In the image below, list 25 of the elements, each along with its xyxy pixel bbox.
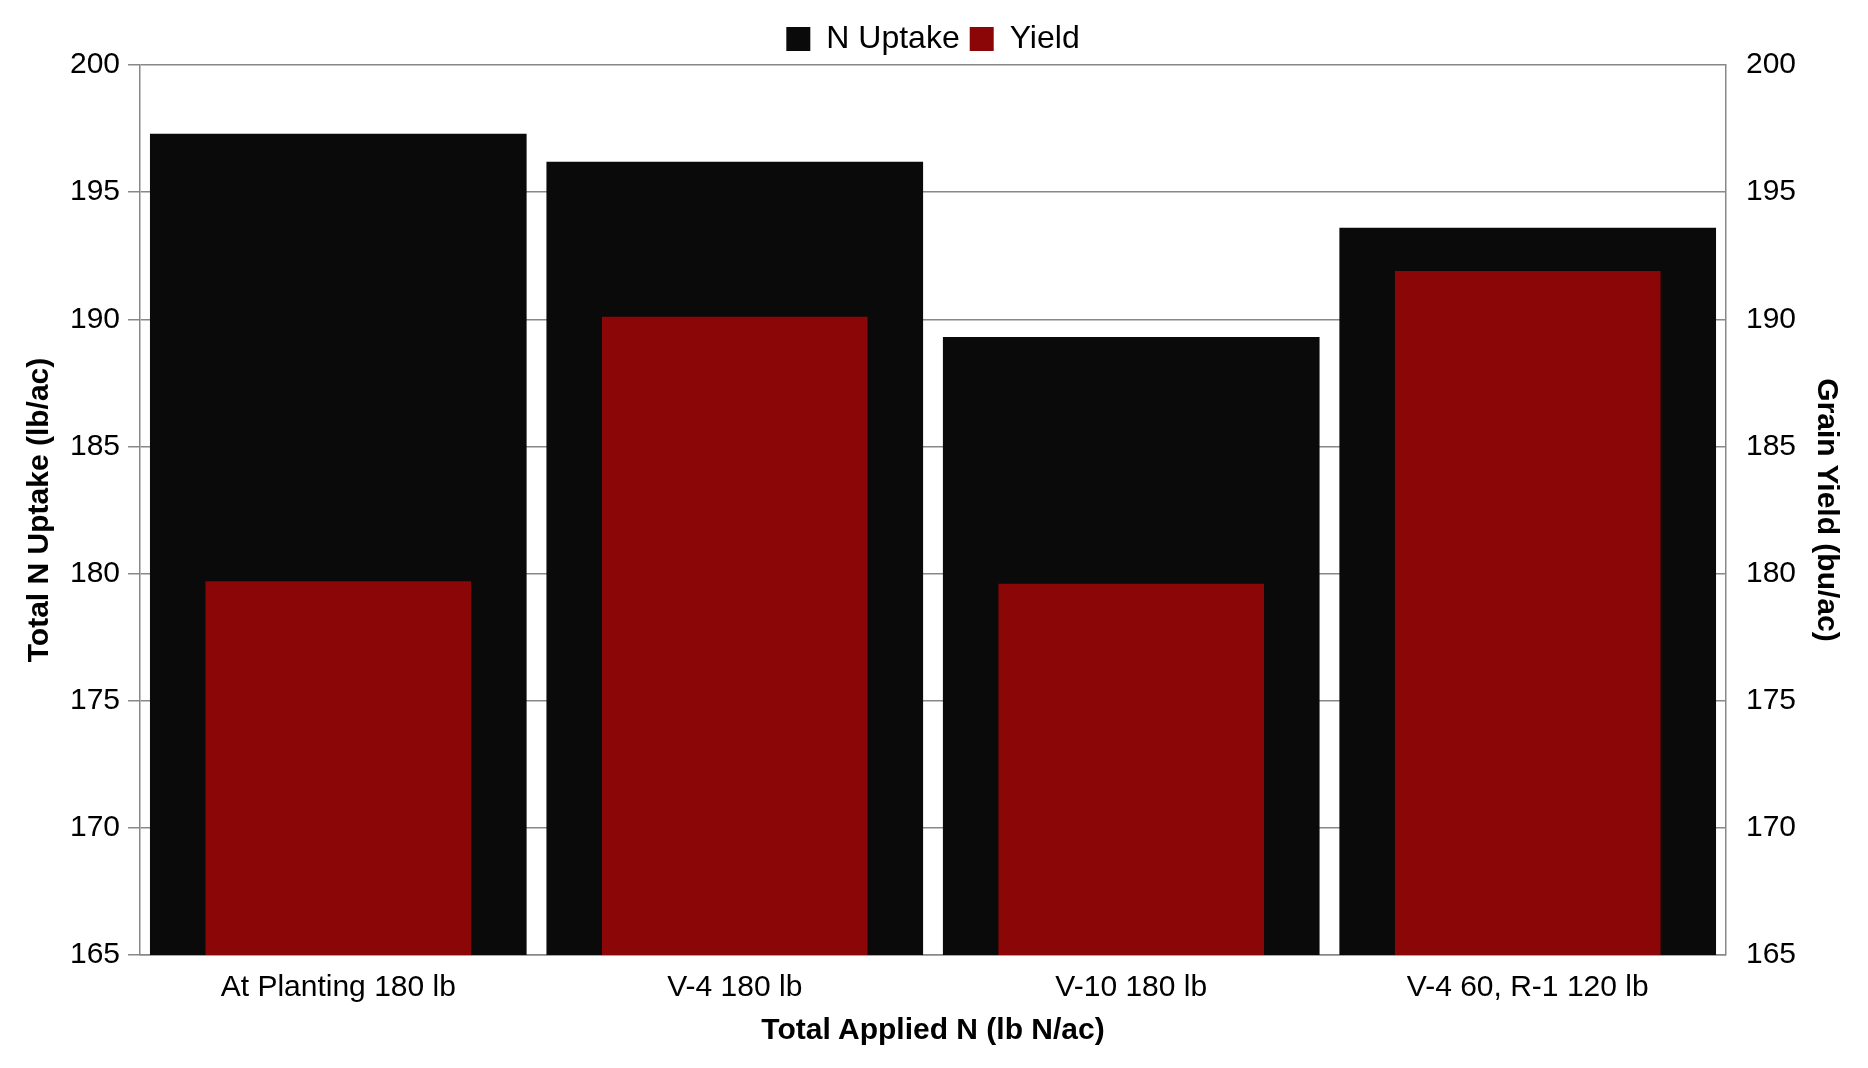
legend-label: Yield <box>1009 18 1080 55</box>
y2-axis-title: Grain Yield (bu/ac) <box>1811 378 1845 642</box>
x-axis-title: Total Applied N (lb N/ac) <box>761 1012 1105 1046</box>
x-tick-label: V-4 60, R-1 120 lb <box>1406 969 1649 1003</box>
legend-label: N Uptake <box>826 18 960 55</box>
y2-tick-label: 190 <box>1745 300 1797 334</box>
y2-tick-label: 170 <box>1745 809 1797 843</box>
y-axis-title: Total N Uptake (lb/ac) <box>21 357 55 663</box>
y2-tick-label: 165 <box>1745 936 1797 970</box>
x-tick-label: V-4 180 lb <box>667 969 803 1003</box>
y2-tick-label: 175 <box>1745 681 1797 715</box>
y-tick-label: 170 <box>69 809 121 843</box>
y-tick-label: 200 <box>69 46 121 80</box>
y-tick-label: 165 <box>69 936 121 970</box>
y-tick-label: 185 <box>69 427 121 461</box>
y2-tick-label: 195 <box>1745 173 1797 207</box>
y2-tick-label: 200 <box>1745 46 1797 80</box>
x-tick-label: At Planting 180 lb <box>220 969 456 1003</box>
x-tick-label: V-10 180 lb <box>1055 969 1208 1003</box>
y2-tick-label: 185 <box>1745 427 1797 461</box>
y-tick-label: 180 <box>69 554 121 588</box>
y-tick-label: 190 <box>69 300 121 334</box>
y2-tick-label: 180 <box>1745 554 1797 588</box>
y-tick-label: 175 <box>69 681 121 715</box>
y-tick-label: 195 <box>69 173 121 207</box>
